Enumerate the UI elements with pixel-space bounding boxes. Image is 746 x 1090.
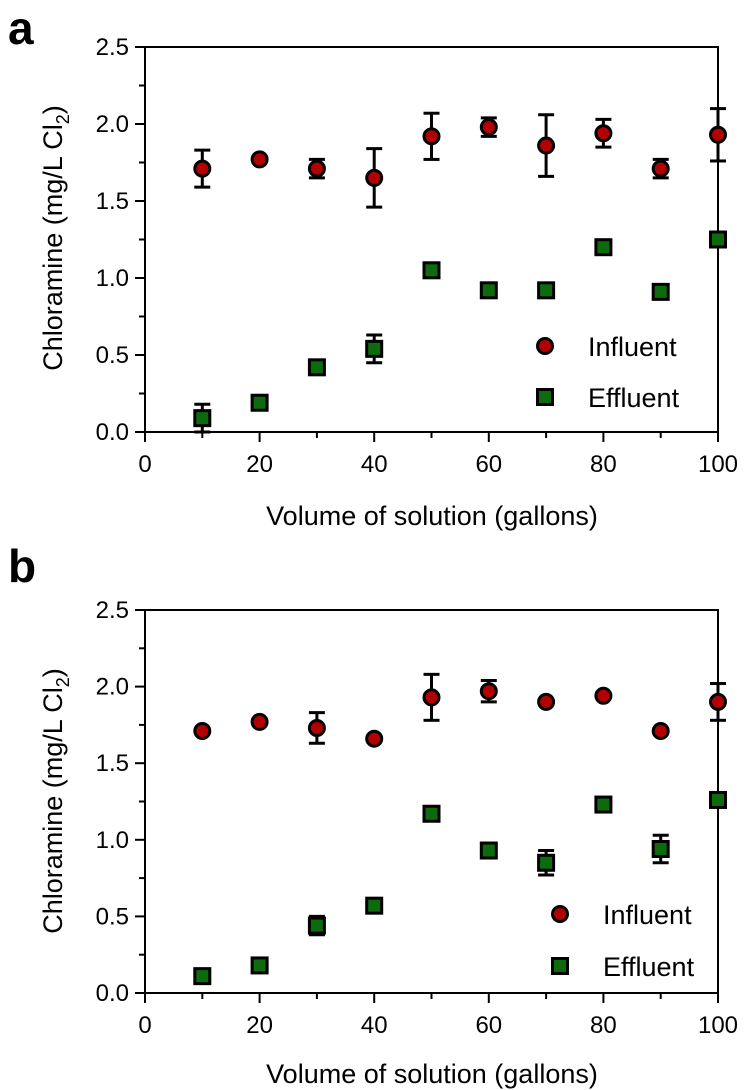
influent-point bbox=[479, 118, 498, 137]
effluent-point bbox=[709, 790, 727, 809]
influent-point bbox=[594, 124, 613, 143]
influent-point bbox=[250, 712, 269, 731]
y-axis-title-subscript: 2 bbox=[53, 677, 73, 687]
y-axis-title-close: ) bbox=[38, 105, 68, 114]
effluent-point bbox=[250, 956, 269, 975]
effluent-point bbox=[422, 261, 441, 280]
panel-letter-a: a bbox=[8, 2, 34, 54]
legend-influent-label: Influent bbox=[588, 332, 677, 362]
effluent-point bbox=[193, 967, 212, 986]
x-tick-label: 40 bbox=[361, 451, 388, 478]
x-axis-title: Volume of solution (gallons) bbox=[266, 501, 598, 531]
panel-letter-b: b bbox=[8, 540, 36, 592]
influent-point bbox=[479, 682, 498, 701]
y-axis-title-subscript: 2 bbox=[53, 114, 73, 124]
legend-influent-marker bbox=[536, 337, 554, 355]
y-tick-label: 2.0 bbox=[96, 111, 129, 138]
legend-effluent-marker bbox=[536, 388, 554, 406]
y-axis-title-close: ) bbox=[38, 668, 68, 677]
legend-effluent-label: Effluent bbox=[603, 952, 695, 982]
effluent-point bbox=[651, 282, 670, 301]
x-tick-label: 20 bbox=[246, 451, 273, 478]
plot-frame bbox=[144, 46, 719, 433]
y-tick-label: 1.5 bbox=[96, 750, 129, 777]
x-tick-label: 100 bbox=[698, 451, 738, 478]
y-tick-label: 0.0 bbox=[96, 980, 129, 1007]
influent-point bbox=[537, 692, 556, 711]
legend-effluent-marker bbox=[551, 957, 569, 975]
y-tick-label: 2.5 bbox=[96, 597, 129, 624]
x-tick-label: 0 bbox=[138, 451, 151, 478]
influent-point bbox=[422, 688, 441, 707]
influent-point bbox=[651, 722, 670, 741]
y-axis-title-main: Chloramine (mg/L Cl bbox=[38, 124, 68, 371]
effluent-point bbox=[537, 853, 556, 872]
effluent-point bbox=[594, 238, 613, 257]
y-axis-title: Chloramine (mg/L Cl2) bbox=[38, 105, 73, 371]
legend-influent-marker bbox=[551, 905, 569, 923]
chart-panel-a: a Volume of solution (gallons) Chloramin… bbox=[8, 2, 738, 531]
x-tick-label: 80 bbox=[590, 451, 617, 478]
effluent-point bbox=[709, 230, 727, 249]
y-tick-label: 2.0 bbox=[96, 674, 129, 701]
y-axis-title: Chloramine (mg/L Cl2) bbox=[38, 668, 73, 934]
influent-point bbox=[594, 686, 613, 705]
plot-frame bbox=[144, 609, 719, 994]
effluent-point bbox=[422, 804, 441, 823]
effluent-point bbox=[651, 839, 670, 858]
effluent-point bbox=[365, 896, 384, 915]
x-tick-label: 80 bbox=[590, 1012, 617, 1039]
y-tick-label: 0.0 bbox=[96, 419, 129, 446]
x-tick-label: 60 bbox=[475, 451, 502, 478]
y-tick-label: 0.5 bbox=[96, 903, 129, 930]
influent-point bbox=[307, 159, 326, 178]
y-tick-label: 1.5 bbox=[96, 188, 129, 215]
y-tick-label: 1.0 bbox=[96, 827, 129, 854]
influent-point bbox=[651, 159, 670, 178]
x-axis-title: Volume of solution (gallons) bbox=[266, 1059, 598, 1089]
x-tick-label: 60 bbox=[475, 1012, 502, 1039]
y-tick-label: 1.0 bbox=[96, 265, 129, 292]
effluent-point bbox=[307, 358, 326, 377]
effluent-point bbox=[307, 916, 326, 935]
legend-effluent-label: Effluent bbox=[588, 383, 680, 413]
influent-point bbox=[365, 168, 384, 187]
x-tick-label: 20 bbox=[246, 1012, 273, 1039]
influent-point bbox=[307, 718, 326, 737]
x-tick-label: 40 bbox=[361, 1012, 388, 1039]
influent-point bbox=[422, 127, 441, 146]
x-tick-label: 0 bbox=[138, 1012, 151, 1039]
effluent-point bbox=[594, 795, 613, 814]
effluent-point bbox=[479, 841, 498, 860]
influent-point bbox=[537, 136, 556, 155]
effluent-point bbox=[537, 281, 556, 300]
influent-point bbox=[250, 150, 269, 169]
y-tick-label: 0.5 bbox=[96, 342, 129, 369]
influent-point bbox=[709, 692, 727, 711]
effluent-point bbox=[479, 281, 498, 300]
influent-point bbox=[709, 125, 727, 144]
x-tick-label: 100 bbox=[698, 1012, 738, 1039]
legend-influent-label: Influent bbox=[603, 900, 692, 930]
effluent-point bbox=[365, 339, 384, 358]
influent-point bbox=[193, 722, 212, 741]
chart-panel-b: b Volume of solution (gallons) Chloramin… bbox=[8, 540, 738, 1089]
y-tick-label: 2.5 bbox=[96, 34, 129, 61]
effluent-point bbox=[250, 393, 269, 412]
effluent-point bbox=[193, 409, 212, 428]
influent-point bbox=[365, 729, 384, 748]
influent-point bbox=[193, 159, 212, 178]
y-axis-title-main: Chloramine (mg/L Cl bbox=[38, 687, 68, 934]
